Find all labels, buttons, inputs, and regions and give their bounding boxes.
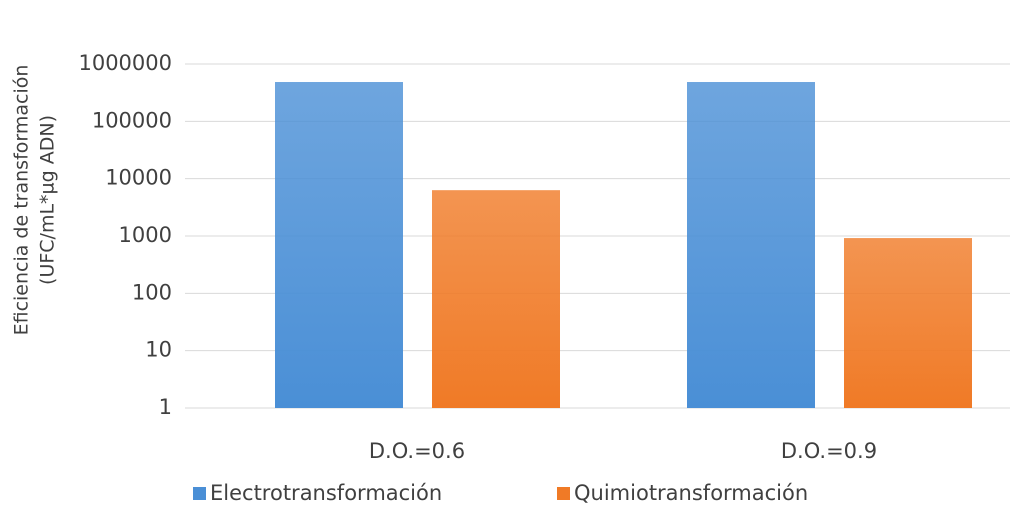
y-tick-label: 100000 — [92, 108, 172, 132]
legend-label: Electrotransformación — [210, 481, 442, 505]
y-tick-label: 1 — [159, 395, 172, 419]
x-tick-label: D.O.=0.6 — [369, 439, 465, 463]
bar — [844, 238, 972, 408]
x-tick-label: D.O.=0.9 — [781, 439, 877, 463]
y-tick-label: 1000000 — [78, 51, 172, 75]
y-tick-label: 1000 — [119, 223, 172, 247]
legend-swatch — [557, 487, 570, 500]
bar — [275, 82, 403, 409]
y-tick-label: 100 — [132, 280, 172, 304]
bar — [687, 82, 815, 409]
y-tick-label: 10000 — [105, 166, 172, 190]
legend-swatch — [193, 487, 206, 500]
legend-label: Quimiotransformación — [574, 481, 808, 505]
y-axis-title: (UFC/mL*µg ADN) — [37, 115, 59, 285]
y-tick-label: 10 — [145, 338, 172, 362]
bar — [432, 190, 560, 408]
y-axis-title: Eficiencia de transformación — [11, 65, 33, 336]
